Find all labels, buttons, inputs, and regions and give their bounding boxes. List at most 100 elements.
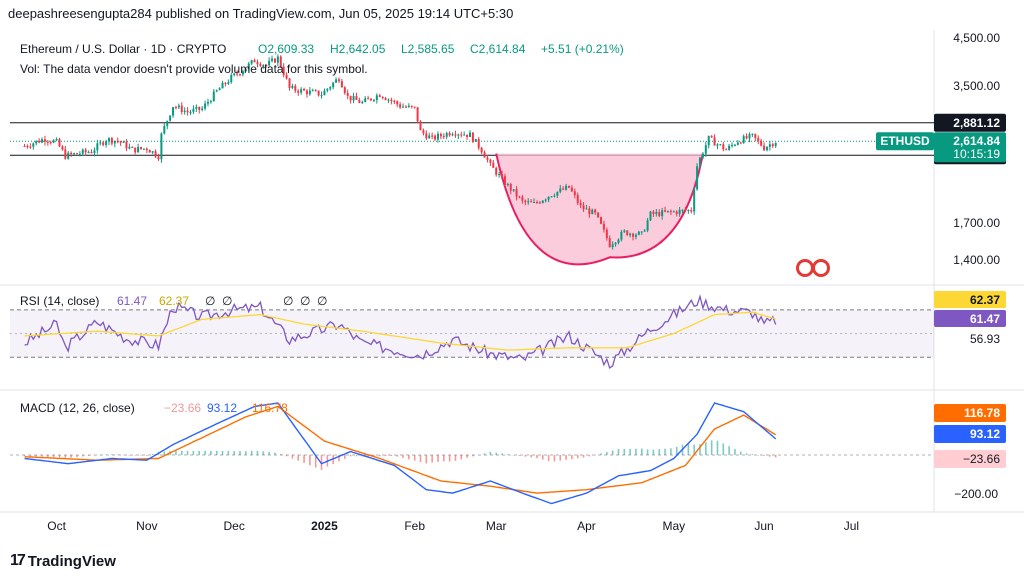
candle-body — [501, 174, 504, 177]
candle-body — [305, 90, 308, 95]
macd-histogram-bar — [512, 455, 515, 456]
macd-histogram-bar — [687, 443, 690, 455]
rsi-ma-label-bg — [934, 291, 1006, 308]
candle-body — [122, 141, 125, 143]
macd-histogram-bar — [76, 455, 78, 458]
candle-body — [73, 153, 76, 155]
candle-body — [672, 211, 675, 213]
macd-line — [24, 402, 777, 505]
candle-body — [239, 74, 241, 76]
candle-body — [771, 144, 774, 147]
macd-histogram-bar — [722, 443, 725, 455]
candle-body — [96, 143, 99, 151]
candle-body — [559, 188, 562, 192]
candle-body — [105, 141, 108, 145]
macd-histogram-bar — [658, 449, 661, 455]
candle-body — [530, 201, 533, 203]
candle-body — [460, 134, 463, 136]
macd-histogram-bar — [204, 450, 206, 455]
macd-histogram-bar — [402, 455, 404, 458]
ohlc-h: H2,642.05 — [330, 42, 386, 56]
candle-body — [748, 134, 751, 139]
candle-body — [422, 130, 425, 134]
candle-body — [550, 196, 553, 198]
time-axis-label: Apr — [577, 519, 596, 533]
candle-body — [620, 231, 623, 240]
candle-body — [99, 142, 102, 144]
candle-body — [378, 95, 381, 97]
macd-histogram-bar — [268, 451, 270, 455]
candle-body — [701, 153, 704, 158]
tradingview-logo[interactable]: 17 TradingView — [10, 552, 116, 570]
macd-signal-right-label: 116.78 — [964, 406, 1000, 420]
candle-body — [180, 105, 183, 113]
candle-body — [160, 133, 163, 160]
candle-body — [457, 134, 460, 136]
macd-histogram-bar — [716, 440, 719, 455]
candle-body — [212, 91, 215, 102]
candle-body — [300, 89, 303, 93]
candle-body — [241, 71, 244, 75]
macd-histogram-bar — [29, 455, 32, 457]
candle-body — [367, 98, 370, 100]
candle-body — [46, 141, 49, 143]
macd-histogram-bar — [41, 455, 43, 457]
candle-body — [67, 152, 70, 159]
macd-hist-right-label: −23.66 — [963, 452, 1000, 466]
candle-body — [137, 146, 140, 153]
macd-title: MACD (12, 26, close) — [20, 401, 135, 415]
volume-note: Vol: The data vendor doesn't provide vol… — [20, 62, 368, 76]
macd-histogram-bar — [670, 448, 672, 455]
time-axis-label: May — [662, 519, 685, 533]
candle-body — [696, 166, 699, 190]
rsi-ma-right-label: 62.37 — [970, 293, 1000, 307]
macd-value: 93.12 — [207, 401, 237, 415]
macd-histogram-bar — [495, 452, 498, 455]
macd-histogram-bar — [617, 449, 620, 455]
macd-histogram-bar — [769, 455, 771, 457]
candle-body — [169, 115, 172, 121]
candle-body — [623, 230, 626, 232]
macd-histogram-bar — [297, 455, 300, 461]
ohlc-chg: +5.51 (+0.21%) — [541, 42, 624, 56]
candle-body — [626, 230, 629, 236]
candle-body — [244, 68, 247, 72]
candle-body — [308, 90, 311, 95]
candle-body — [731, 144, 734, 146]
macd-histogram-bar — [23, 455, 26, 457]
macd-histogram-bar — [215, 450, 218, 455]
candle-body — [119, 141, 122, 143]
candle-body — [134, 147, 137, 153]
macd-histogram-bar — [210, 450, 212, 455]
candle-body — [469, 132, 471, 137]
candle-body — [364, 98, 367, 102]
candle-body — [436, 133, 439, 140]
macd-histogram-bar — [448, 455, 451, 462]
macd-histogram-bar — [501, 453, 503, 455]
candle-body — [361, 101, 364, 103]
candle-body — [774, 142, 777, 147]
candle-body — [451, 134, 454, 136]
candle-body — [346, 93, 349, 96]
macd-label-bg — [934, 425, 1006, 443]
candle-body — [375, 95, 378, 100]
macd-histogram-bar — [442, 455, 445, 462]
candle-body — [259, 64, 262, 66]
macd-histogram-bar — [582, 455, 585, 458]
candle-body — [340, 81, 343, 88]
time-axis-label: Jun — [754, 519, 773, 533]
candle-body — [477, 139, 480, 148]
macd-histogram-bar — [128, 455, 131, 456]
candle-body — [128, 146, 131, 149]
macd-histogram-bar — [163, 451, 166, 455]
candle-body — [713, 137, 716, 146]
candle-body — [489, 159, 492, 163]
macd-histogram-bar — [571, 455, 573, 460]
candle-body — [652, 211, 655, 214]
macd-histogram-bar — [140, 455, 142, 456]
candle-body — [471, 132, 474, 142]
candle-body — [41, 139, 44, 143]
macd-histogram-bar — [180, 450, 183, 455]
macd-histogram-bar — [349, 455, 352, 457]
